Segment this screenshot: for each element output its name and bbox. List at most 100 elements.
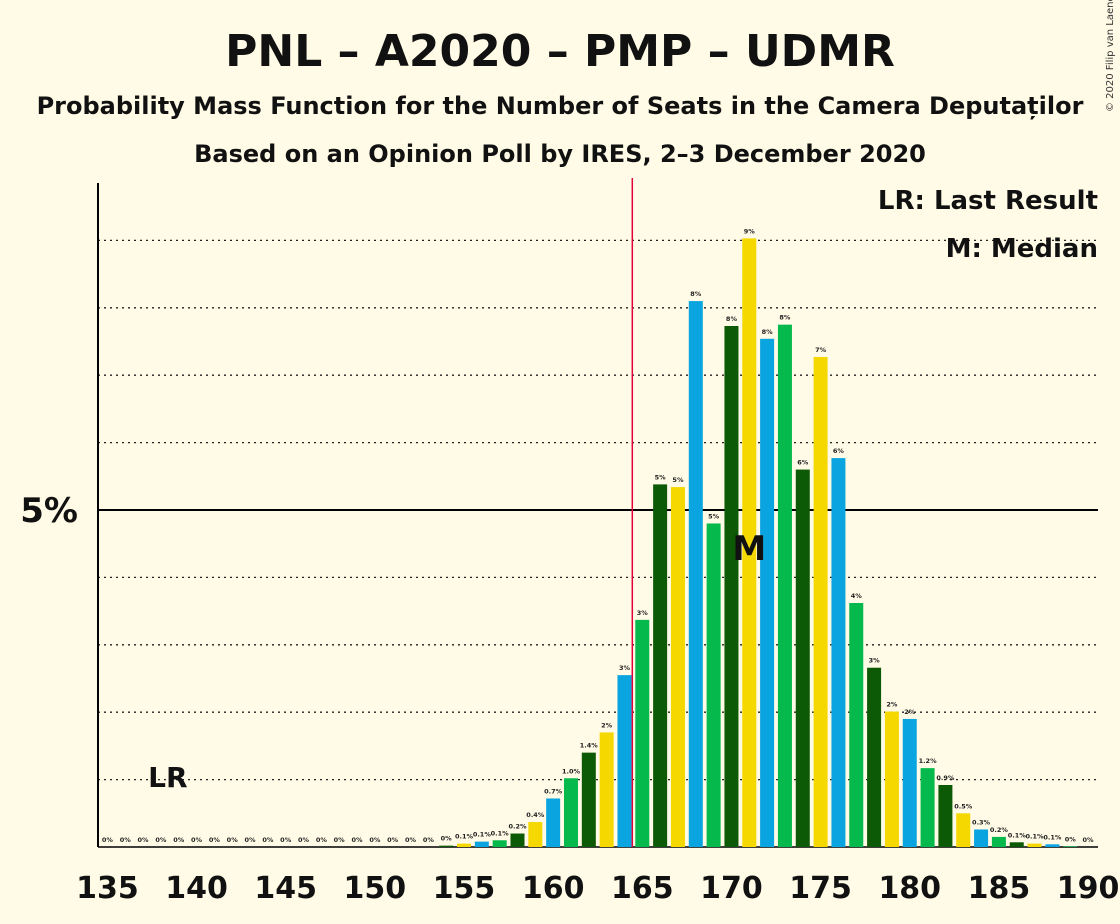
- bar-label-165: 3%: [637, 609, 649, 617]
- bar-label-182: 0.9%: [936, 774, 955, 782]
- bar-179: [884, 711, 899, 847]
- bar-156: [474, 841, 489, 847]
- bar-label-174: 6%: [797, 459, 809, 467]
- bar-171: [742, 238, 757, 848]
- bar-157: [492, 840, 507, 847]
- x-tick-170: 170: [700, 871, 763, 906]
- bar-label-155: 0.1%: [455, 833, 474, 841]
- bar-label-157: 0.1%: [491, 829, 510, 837]
- bar-181: [920, 768, 935, 847]
- bar-label-159: 0.4%: [526, 811, 545, 819]
- bar-label-141: 0%: [209, 836, 221, 844]
- bar-label-152: 0%: [405, 836, 417, 844]
- bar-label-156: 0.1%: [473, 831, 492, 839]
- bar-label-177: 4%: [851, 592, 863, 600]
- bar-label-144: 0%: [262, 836, 274, 844]
- bar-183: [956, 813, 971, 847]
- x-tick-145: 145: [254, 871, 317, 906]
- bar-label-136: 0%: [120, 836, 132, 844]
- bar-164: [617, 675, 632, 847]
- bar-185: [991, 836, 1006, 847]
- bar-154: [439, 845, 454, 847]
- bar-159: [528, 822, 543, 847]
- x-tick-190: 190: [1057, 871, 1120, 906]
- bar-label-169: 5%: [708, 512, 720, 520]
- bar-label-184: 0.3%: [972, 818, 991, 826]
- bar-label-172: 8%: [762, 328, 774, 336]
- bar-175: [813, 357, 828, 847]
- bar-label-170: 8%: [726, 315, 738, 323]
- chart-subtitle: Probability Mass Function for the Number…: [37, 92, 1084, 120]
- bar-155: [457, 843, 471, 847]
- bar-label-151: 0%: [387, 836, 399, 844]
- bar-label-160: 0.7%: [544, 787, 563, 795]
- bar-label-178: 3%: [869, 657, 881, 665]
- bar-label-187: 0.1%: [1026, 833, 1045, 841]
- bar-label-137: 0%: [138, 836, 150, 844]
- bar-label-186: 0.1%: [1008, 831, 1027, 839]
- bar-label-147: 0%: [316, 836, 328, 844]
- bar-label-143: 0%: [245, 836, 257, 844]
- bar-173: [777, 324, 792, 847]
- x-tick-155: 155: [433, 871, 496, 906]
- bar-170: [724, 325, 739, 847]
- bar-176: [831, 458, 846, 847]
- x-tick-180: 180: [878, 871, 941, 906]
- bar-184: [974, 829, 989, 847]
- bar-label-146: 0%: [298, 836, 310, 844]
- copyright-note: © 2020 Filip van Laenen: [1105, 0, 1116, 112]
- bar-182: [938, 784, 953, 847]
- bar-label-148: 0%: [334, 836, 346, 844]
- bar-label-183: 0.5%: [954, 802, 973, 810]
- bar-label-140: 0%: [191, 836, 203, 844]
- gridlines: [98, 239, 1098, 781]
- x-tick-160: 160: [522, 871, 585, 906]
- bar-label-190: 0%: [1083, 836, 1095, 844]
- bar-162: [581, 752, 596, 847]
- bar-187: [1027, 843, 1042, 847]
- bar-label-135: 0%: [102, 836, 114, 844]
- x-tick-175: 175: [789, 871, 852, 906]
- bar-label-149: 0%: [351, 836, 363, 844]
- bar-label-168: 8%: [690, 290, 702, 298]
- bar-168: [688, 301, 703, 847]
- x-tick-185: 185: [968, 871, 1031, 906]
- chart-source-line: Based on an Opinion Poll by IRES, 2–3 De…: [194, 140, 926, 168]
- bar-165: [635, 619, 650, 847]
- bar-174: [795, 469, 810, 847]
- x-tick-135: 135: [76, 871, 139, 906]
- bar-label-142: 0%: [227, 836, 239, 844]
- median-marker: M: [732, 529, 766, 569]
- x-tick-150: 150: [344, 871, 407, 906]
- y-major-tick-label: 5%: [20, 491, 78, 531]
- bar-186: [1009, 842, 1024, 847]
- bar-163: [599, 732, 614, 847]
- bars: [439, 238, 1078, 848]
- bar-label-173: 8%: [779, 314, 791, 322]
- bar-label-139: 0%: [173, 836, 185, 844]
- bar-189: [1063, 846, 1078, 847]
- bar-label-150: 0%: [369, 836, 381, 844]
- bar-188: [1045, 844, 1060, 847]
- bar-177: [849, 603, 864, 847]
- bar-180: [902, 718, 917, 847]
- bar-167: [670, 487, 685, 847]
- bar-label-180: 2%: [904, 708, 916, 716]
- bar-label-189: 0%: [1065, 835, 1077, 843]
- bar-172: [760, 338, 775, 847]
- bar-161: [563, 778, 578, 847]
- bar-158: [510, 833, 525, 847]
- last-result-marker: LR: [148, 761, 187, 794]
- bar-166: [653, 484, 668, 847]
- bar-label-154: 0%: [441, 835, 453, 843]
- x-tick-140: 140: [165, 871, 228, 906]
- legend-last-result: LR: Last Result: [878, 186, 1098, 216]
- x-tick-165: 165: [611, 871, 674, 906]
- bar-label-185: 0.2%: [990, 826, 1009, 834]
- chart-title: PNL – A2020 – PMP – UDMR: [225, 26, 895, 77]
- bar-label-163: 2%: [601, 721, 613, 729]
- x-tick-labels: 135 140 145 150 155 160 165 170 175 180 185 190: [76, 871, 1119, 906]
- bar-160: [546, 798, 561, 847]
- bar-value-labels: 0% 0% 0% 0% 0% 0% 0% 0% 0% 0% 0% 0% 0% 0% 0% 0% 0% 0% 0% 0%…: [102, 227, 1094, 844]
- bar-169: [706, 523, 721, 847]
